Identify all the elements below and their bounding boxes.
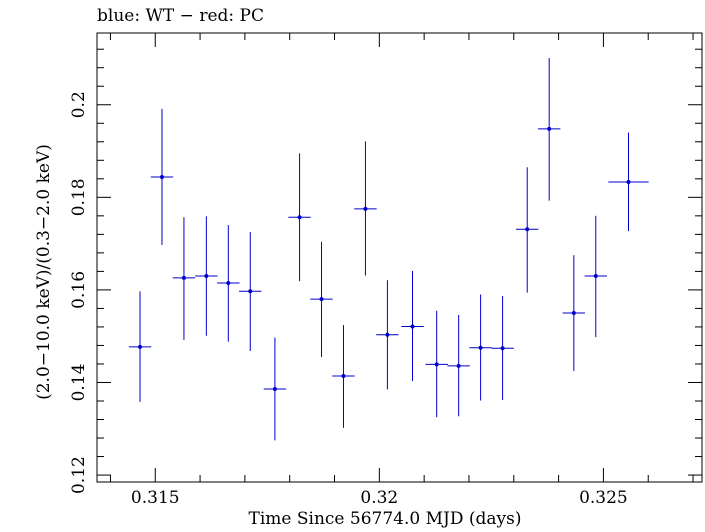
chart-title: blue: WT − red: PC <box>97 6 264 26</box>
data-point <box>456 363 461 368</box>
data-point <box>319 297 324 302</box>
data-point <box>138 344 143 349</box>
data-point <box>181 275 186 280</box>
data-point <box>204 274 209 279</box>
data-point <box>525 227 530 232</box>
y-tick-label: 0.18 <box>69 178 89 216</box>
y-tick-label: 0.14 <box>69 364 89 402</box>
x-axis-label: Time Since 56774.0 MJD (days) <box>248 509 522 529</box>
x-tick-label: 0.315 <box>131 488 180 508</box>
data-point <box>547 126 552 131</box>
data-point <box>626 180 631 185</box>
data-point <box>385 332 390 337</box>
data-point <box>410 324 415 329</box>
y-tick-label: 0.2 <box>69 91 89 118</box>
plot-frame <box>96 32 703 483</box>
data-point <box>248 289 253 294</box>
data-point <box>226 280 231 285</box>
data-point <box>297 215 302 220</box>
data-point <box>478 345 483 350</box>
y-tick-label: 0.12 <box>69 456 89 494</box>
data-point <box>363 206 368 211</box>
data-point <box>571 311 576 316</box>
data-point <box>500 346 505 351</box>
data-point <box>434 362 439 367</box>
data-point <box>593 274 598 279</box>
data-point <box>159 174 164 179</box>
x-tick-label: 0.325 <box>579 488 628 508</box>
data-point <box>341 373 346 378</box>
x-tick-label: 0.32 <box>360 488 398 508</box>
y-tick-label: 0.16 <box>69 271 89 309</box>
y-axis-label: (2.0−10.0 keV)/(0.3−2.0 keV) <box>34 144 54 400</box>
data-point <box>272 386 277 391</box>
